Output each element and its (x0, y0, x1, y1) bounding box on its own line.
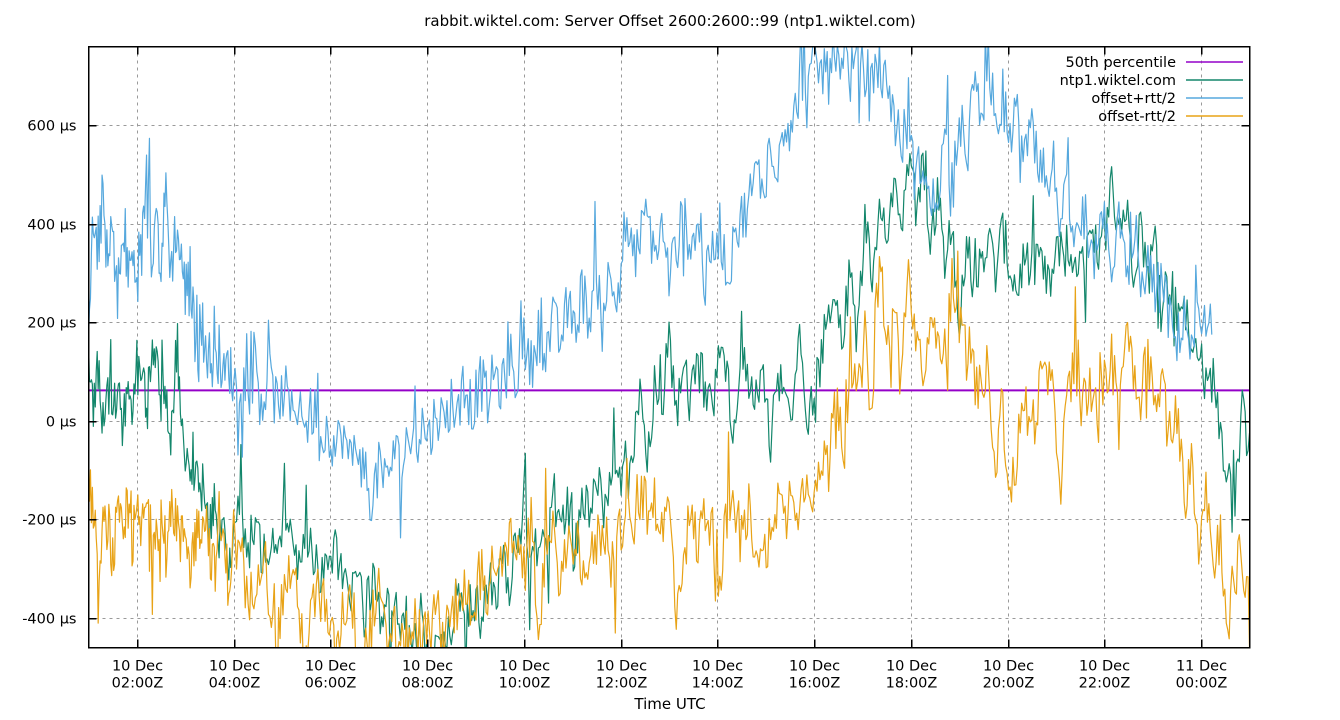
gridlines (88, 46, 1250, 648)
x-tick-label-time: 12:00Z (596, 676, 648, 692)
legend-label: ntp1.wiktel.com (1060, 73, 1176, 89)
y-tick-label: 200 µs (27, 316, 76, 332)
x-tick-label-time: 04:00Z (209, 676, 261, 692)
y-axis-tick-labels: 600 µs 400 µs 200 µs 0 µs -200 µs -400 µs (22, 119, 76, 628)
x-tick-label-date: 11 Dec (1176, 659, 1227, 675)
x-tick-label-date: 10 Dec (596, 659, 647, 675)
y-tick-label: 600 µs (27, 119, 76, 135)
x-tick-label-time: 18:00Z (886, 676, 938, 692)
x-tick-label-time: 16:00Z (789, 676, 841, 692)
legend-label: offset-rtt/2 (1098, 109, 1176, 125)
series-line-offset-rtt-2 (88, 46, 1213, 539)
x-tick-label-date: 10 Dec (402, 659, 453, 675)
series-line-ntp1-wiktel-com (88, 150, 1250, 648)
plot-frame (87, 45, 1251, 649)
x-tick-label-date: 10 Dec (305, 659, 356, 675)
x-tick-label-date: 10 Dec (112, 659, 163, 675)
x-tick-label-date: 10 Dec (209, 659, 260, 675)
axis-ticks (88, 46, 1250, 648)
x-tick-label-date: 10 Dec (983, 659, 1034, 675)
x-tick-label-date: 10 Dec (886, 659, 937, 675)
y-tick-label: -400 µs (22, 612, 76, 628)
x-tick-label-date: 10 Dec (789, 659, 840, 675)
y-tick-label: -200 µs (22, 513, 76, 529)
y-tick-label: 400 µs (27, 218, 76, 234)
x-tick-label-time: 08:00Z (402, 676, 454, 692)
x-tick-label-time: 10:00Z (499, 676, 551, 692)
x-tick-label-time: 00:00Z (1176, 676, 1228, 692)
chart-legend: 50th percentile ntp1.wiktel.com offset+rtt… (1060, 55, 1243, 125)
series-lines (88, 46, 1250, 648)
x-axis-title: Time UTC (633, 695, 705, 713)
legend-label: 50th percentile (1066, 55, 1177, 71)
x-tick-label-time: 22:00Z (1079, 676, 1131, 692)
y-tick-label: 0 µs (46, 415, 77, 431)
x-tick-label-date: 10 Dec (692, 659, 743, 675)
x-tick-label-date: 10 Dec (1079, 659, 1130, 675)
x-tick-label-time: 06:00Z (305, 676, 357, 692)
legend-label: offset+rtt/2 (1091, 91, 1176, 107)
series-clip-group (88, 46, 1250, 648)
x-tick-label-time: 02:00Z (112, 676, 164, 692)
x-tick-label-date: 10 Dec (499, 659, 550, 675)
x-tick-label-time: 20:00Z (983, 676, 1035, 692)
chart-title: rabbit.wiktel.com: Server Offset 2600:26… (424, 12, 916, 30)
x-tick-label-time: 14:00Z (692, 676, 744, 692)
series-line-offset-rtt-2 (88, 250, 1250, 648)
